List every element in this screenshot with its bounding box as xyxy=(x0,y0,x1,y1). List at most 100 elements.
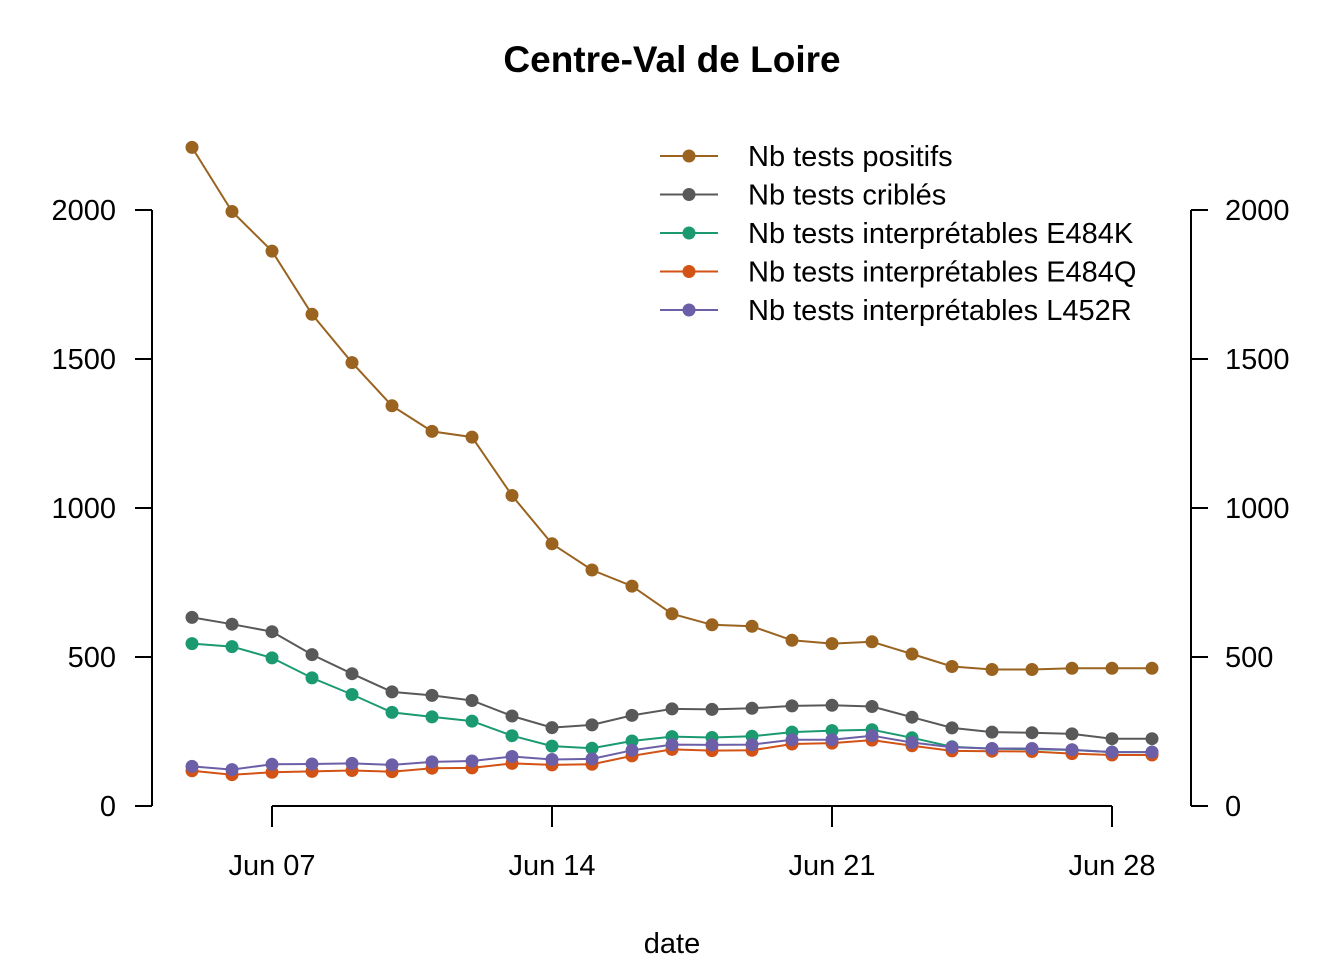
data-point xyxy=(945,740,959,754)
data-point xyxy=(585,718,599,732)
data-point xyxy=(905,647,919,661)
data-point xyxy=(545,537,559,551)
y-tick-label-left: 500 xyxy=(68,642,116,674)
data-point xyxy=(425,755,439,769)
data-point xyxy=(465,714,479,728)
data-point xyxy=(985,725,999,739)
data-point xyxy=(225,205,239,218)
legend: Nb tests positifs Nb tests criblés Nb test… xyxy=(660,141,1136,327)
x-tick-label: Jun 14 xyxy=(508,850,595,882)
data-point xyxy=(265,757,279,771)
data-point xyxy=(985,663,999,676)
data-point xyxy=(305,648,319,662)
y-tick-label-right: 1500 xyxy=(1225,344,1290,376)
legend-swatch-point xyxy=(682,303,696,317)
series-layer xyxy=(185,140,1159,782)
data-point xyxy=(185,610,199,624)
data-point xyxy=(345,688,359,701)
data-point xyxy=(745,738,759,752)
data-point xyxy=(465,430,479,444)
data-point xyxy=(1065,743,1079,757)
legend-label: Nb tests interprétables E484Q xyxy=(748,257,1136,289)
data-point xyxy=(905,710,919,724)
data-point xyxy=(465,754,479,768)
data-point xyxy=(345,356,359,370)
data-point xyxy=(865,700,879,713)
legend-item: Nb tests interprétables E484Q xyxy=(660,257,1136,289)
x-tick-label: Jun 28 xyxy=(1068,850,1155,882)
series-1 xyxy=(185,140,1159,676)
legend-label: Nb tests positifs xyxy=(748,141,953,173)
data-point xyxy=(1105,732,1119,746)
data-point xyxy=(665,607,679,621)
y-tick-label-left: 0 xyxy=(100,791,116,823)
legend-label: Nb tests criblés xyxy=(748,180,946,212)
data-point xyxy=(465,694,479,707)
data-point xyxy=(665,702,679,716)
data-point xyxy=(1025,742,1039,755)
data-point xyxy=(425,688,439,702)
data-point xyxy=(945,721,959,735)
legend-swatch-point xyxy=(682,149,696,163)
data-point xyxy=(545,753,559,766)
data-point xyxy=(825,724,839,738)
legend-item: Nb tests interprétables E484K xyxy=(660,218,1134,250)
data-point xyxy=(505,750,519,763)
data-point xyxy=(705,738,719,752)
data-point xyxy=(1105,661,1119,675)
data-point xyxy=(585,741,599,755)
data-point xyxy=(265,651,279,665)
data-point xyxy=(305,671,319,685)
data-point xyxy=(745,701,759,715)
data-point xyxy=(705,618,719,632)
data-point xyxy=(345,756,359,770)
data-point xyxy=(425,424,439,438)
data-point xyxy=(785,733,799,747)
data-point xyxy=(185,140,199,154)
data-point xyxy=(665,738,679,752)
data-point xyxy=(345,667,359,681)
data-point xyxy=(865,729,879,743)
legend-label: Nb tests interprétables E484K xyxy=(748,218,1134,250)
y-axis-left: 0 500 1000 1500 2000 xyxy=(51,195,153,823)
y-tick-label-left: 1000 xyxy=(51,493,116,525)
legend-swatch-point xyxy=(682,188,696,201)
data-point xyxy=(905,736,919,749)
data-point xyxy=(265,625,279,639)
data-point xyxy=(1145,732,1159,746)
data-point xyxy=(865,635,879,649)
x-tick-label: Jun 07 xyxy=(228,850,315,882)
legend-item: Nb tests positifs xyxy=(660,141,953,173)
data-point xyxy=(425,710,439,724)
data-point xyxy=(705,702,719,716)
data-point xyxy=(825,698,839,712)
data-point xyxy=(1025,663,1039,676)
data-point xyxy=(625,743,639,757)
y-tick-label-right: 1000 xyxy=(1225,493,1290,525)
data-point xyxy=(225,640,239,654)
data-point xyxy=(585,563,599,577)
series-2 xyxy=(185,610,1159,746)
x-axis-label: date xyxy=(644,928,700,960)
data-point xyxy=(185,637,199,651)
y-tick-label-right: 0 xyxy=(1225,791,1241,823)
legend-swatch-point xyxy=(682,265,696,278)
data-point xyxy=(785,699,799,713)
data-point xyxy=(185,759,199,773)
legend-item: Nb tests criblés xyxy=(660,180,946,212)
data-point xyxy=(825,637,839,651)
data-point xyxy=(625,734,639,748)
data-point xyxy=(545,721,559,735)
data-point xyxy=(505,729,519,743)
data-point xyxy=(985,742,999,755)
y-tick-label-left: 2000 xyxy=(51,195,116,227)
y-tick-label-right: 2000 xyxy=(1225,195,1290,227)
x-tick-label: Jun 21 xyxy=(788,850,875,882)
data-point xyxy=(385,399,399,413)
chart-title: Centre-Val de Loire xyxy=(503,39,840,80)
data-point xyxy=(1145,661,1159,675)
data-point xyxy=(265,244,279,258)
data-point xyxy=(1065,727,1079,741)
data-point xyxy=(785,633,799,647)
